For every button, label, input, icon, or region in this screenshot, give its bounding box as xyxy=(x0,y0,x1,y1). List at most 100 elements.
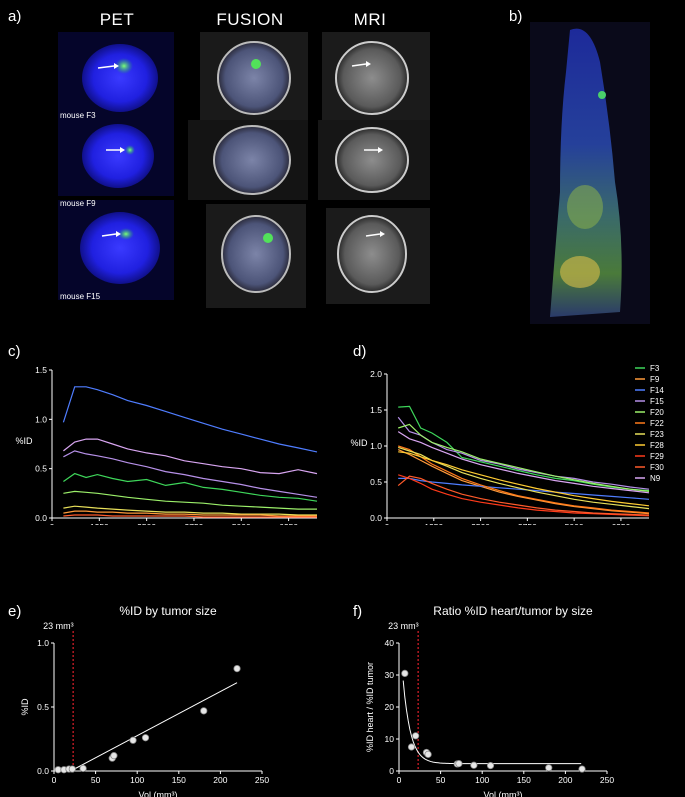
pet-brain-f15 xyxy=(80,212,160,284)
y-tick-label: 20 xyxy=(385,702,395,712)
y-tick-label: 0.5 xyxy=(37,702,49,712)
data-point xyxy=(401,669,409,678)
data-point xyxy=(68,765,76,773)
fusion-brain-f15 xyxy=(221,215,291,293)
x-tick-label: 0 xyxy=(52,775,57,785)
series-line-F28 xyxy=(398,451,650,507)
data-point xyxy=(407,743,416,751)
arrow-icon xyxy=(101,233,117,237)
x-tick-label: 6250 xyxy=(611,522,630,525)
data-point xyxy=(110,752,118,760)
x-tick-label: 1250 xyxy=(424,522,443,525)
data-point xyxy=(455,760,463,768)
series-line-F30 xyxy=(397,475,650,516)
x-tick-label: 150 xyxy=(172,775,186,785)
chart-c: 0.00.51.01.5012502500375050006250%IDTime… xyxy=(15,365,318,525)
x-tick-label: 2500 xyxy=(137,522,156,525)
fusion-hotspot-f15 xyxy=(263,233,273,243)
y-tick-label: 0.0 xyxy=(35,513,47,523)
hotspot-head xyxy=(598,91,606,99)
data-point xyxy=(424,750,432,758)
column-header-fusion: FUSION xyxy=(216,10,284,29)
panel-label-b: b) xyxy=(509,8,523,25)
fit-line xyxy=(70,682,238,772)
data-point xyxy=(141,734,150,742)
y-tick-label: 1.0 xyxy=(35,414,47,424)
legend-label-F15: F15 xyxy=(650,397,664,406)
y-tick-label: 1.0 xyxy=(370,441,382,451)
series-line-F9 xyxy=(397,449,650,515)
x-tick-label: 0 xyxy=(397,775,402,785)
panel-label-e: e) xyxy=(8,603,22,620)
series-line-F9 xyxy=(63,510,317,517)
panel-label-a: a) xyxy=(8,8,22,25)
data-point xyxy=(486,761,495,770)
x-tick-label: 5000 xyxy=(565,522,584,525)
legend-label-F22: F22 xyxy=(650,419,664,428)
x-tick-label: 200 xyxy=(213,775,227,785)
pet-hotspot-f15 xyxy=(118,228,134,240)
y-axis-label: %ID xyxy=(15,436,33,446)
x-tick-label: 3750 xyxy=(518,522,537,525)
arrow-head-icon xyxy=(120,147,125,153)
chart-title: %ID by tumor size xyxy=(119,604,217,618)
x-tick-label: 100 xyxy=(475,775,489,785)
imaging-svg xyxy=(58,32,430,308)
y-axis-label: %ID xyxy=(20,698,30,716)
panel-label-d: d) xyxy=(353,343,367,360)
data-point xyxy=(545,764,553,772)
row-label-f3: mouse F3 xyxy=(60,111,96,120)
x-tick-label: 2500 xyxy=(471,522,490,525)
chart-e: 0.0 0.5 1.0 0 50 100 150 200 250 %ID by tumor siz… xyxy=(20,604,269,797)
hotspot-abdomen xyxy=(560,256,600,288)
series-line-F22 xyxy=(398,445,650,514)
data-point xyxy=(129,736,137,744)
legend-label-F23: F23 xyxy=(650,430,664,439)
y-tick-label: 40 xyxy=(385,638,395,648)
y-tick-label: 30 xyxy=(385,670,395,680)
y-tick-label: 0.5 xyxy=(370,477,382,487)
y-tick-label: 1.5 xyxy=(35,365,47,375)
x-tick-label: 250 xyxy=(255,775,269,785)
panel-label-f: f) xyxy=(353,603,363,620)
series-line-F23 xyxy=(63,505,317,516)
x-tick-label: 100 xyxy=(130,775,144,785)
column-header-mri: MRI xyxy=(353,10,387,29)
pet-brain-f9 xyxy=(82,124,154,188)
legend-label-F3: F3 xyxy=(650,364,660,373)
pet-brain-f3 xyxy=(82,44,158,112)
x-tick-label: 50 xyxy=(91,775,101,785)
pet-hotspot-f3 xyxy=(115,58,133,74)
chart-title: Ratio %ID heart/tumor by size xyxy=(433,604,593,618)
fusion-hotspot-f3 xyxy=(251,59,261,69)
x-tick-label: 1250 xyxy=(90,522,109,525)
arrow-head-icon xyxy=(366,61,371,67)
x-tick-label: 3750 xyxy=(185,522,204,525)
series-line-N9 xyxy=(63,438,318,475)
y-tick-label: 0 xyxy=(389,766,394,776)
y-tick-label: 0.0 xyxy=(37,766,49,776)
series-line-N9 xyxy=(397,431,650,494)
x-tick-label: 0 xyxy=(385,522,390,525)
pet-hotspot-f9 xyxy=(125,145,135,155)
arrow-head-icon xyxy=(378,147,383,153)
data-point xyxy=(412,732,420,740)
x-tick-label: 5000 xyxy=(232,522,251,525)
x-tick-label: 6250 xyxy=(279,522,298,525)
threshold-annotation: 23 mm³ xyxy=(388,621,419,631)
y-axis-label: %ID xyxy=(350,438,368,448)
x-axis-label: Vol (mm³) xyxy=(484,790,523,797)
mri-brain-f9 xyxy=(335,127,409,193)
series-line-F20 xyxy=(63,490,317,510)
legend-label-N9: N9 xyxy=(650,474,661,483)
y-tick-label: 0.5 xyxy=(35,464,47,474)
x-tick-label: 50 xyxy=(436,775,446,785)
series-line-F14 xyxy=(62,386,318,453)
x-tick-label: 150 xyxy=(517,775,531,785)
panel-label-c: c) xyxy=(8,343,21,360)
threshold-annotation: 23 mm³ xyxy=(43,621,74,631)
legend-label-F9: F9 xyxy=(650,375,660,384)
fusion-brain-f3 xyxy=(217,41,291,115)
y-tick-label: 0.0 xyxy=(370,513,382,523)
x-tick-label: 200 xyxy=(558,775,572,785)
